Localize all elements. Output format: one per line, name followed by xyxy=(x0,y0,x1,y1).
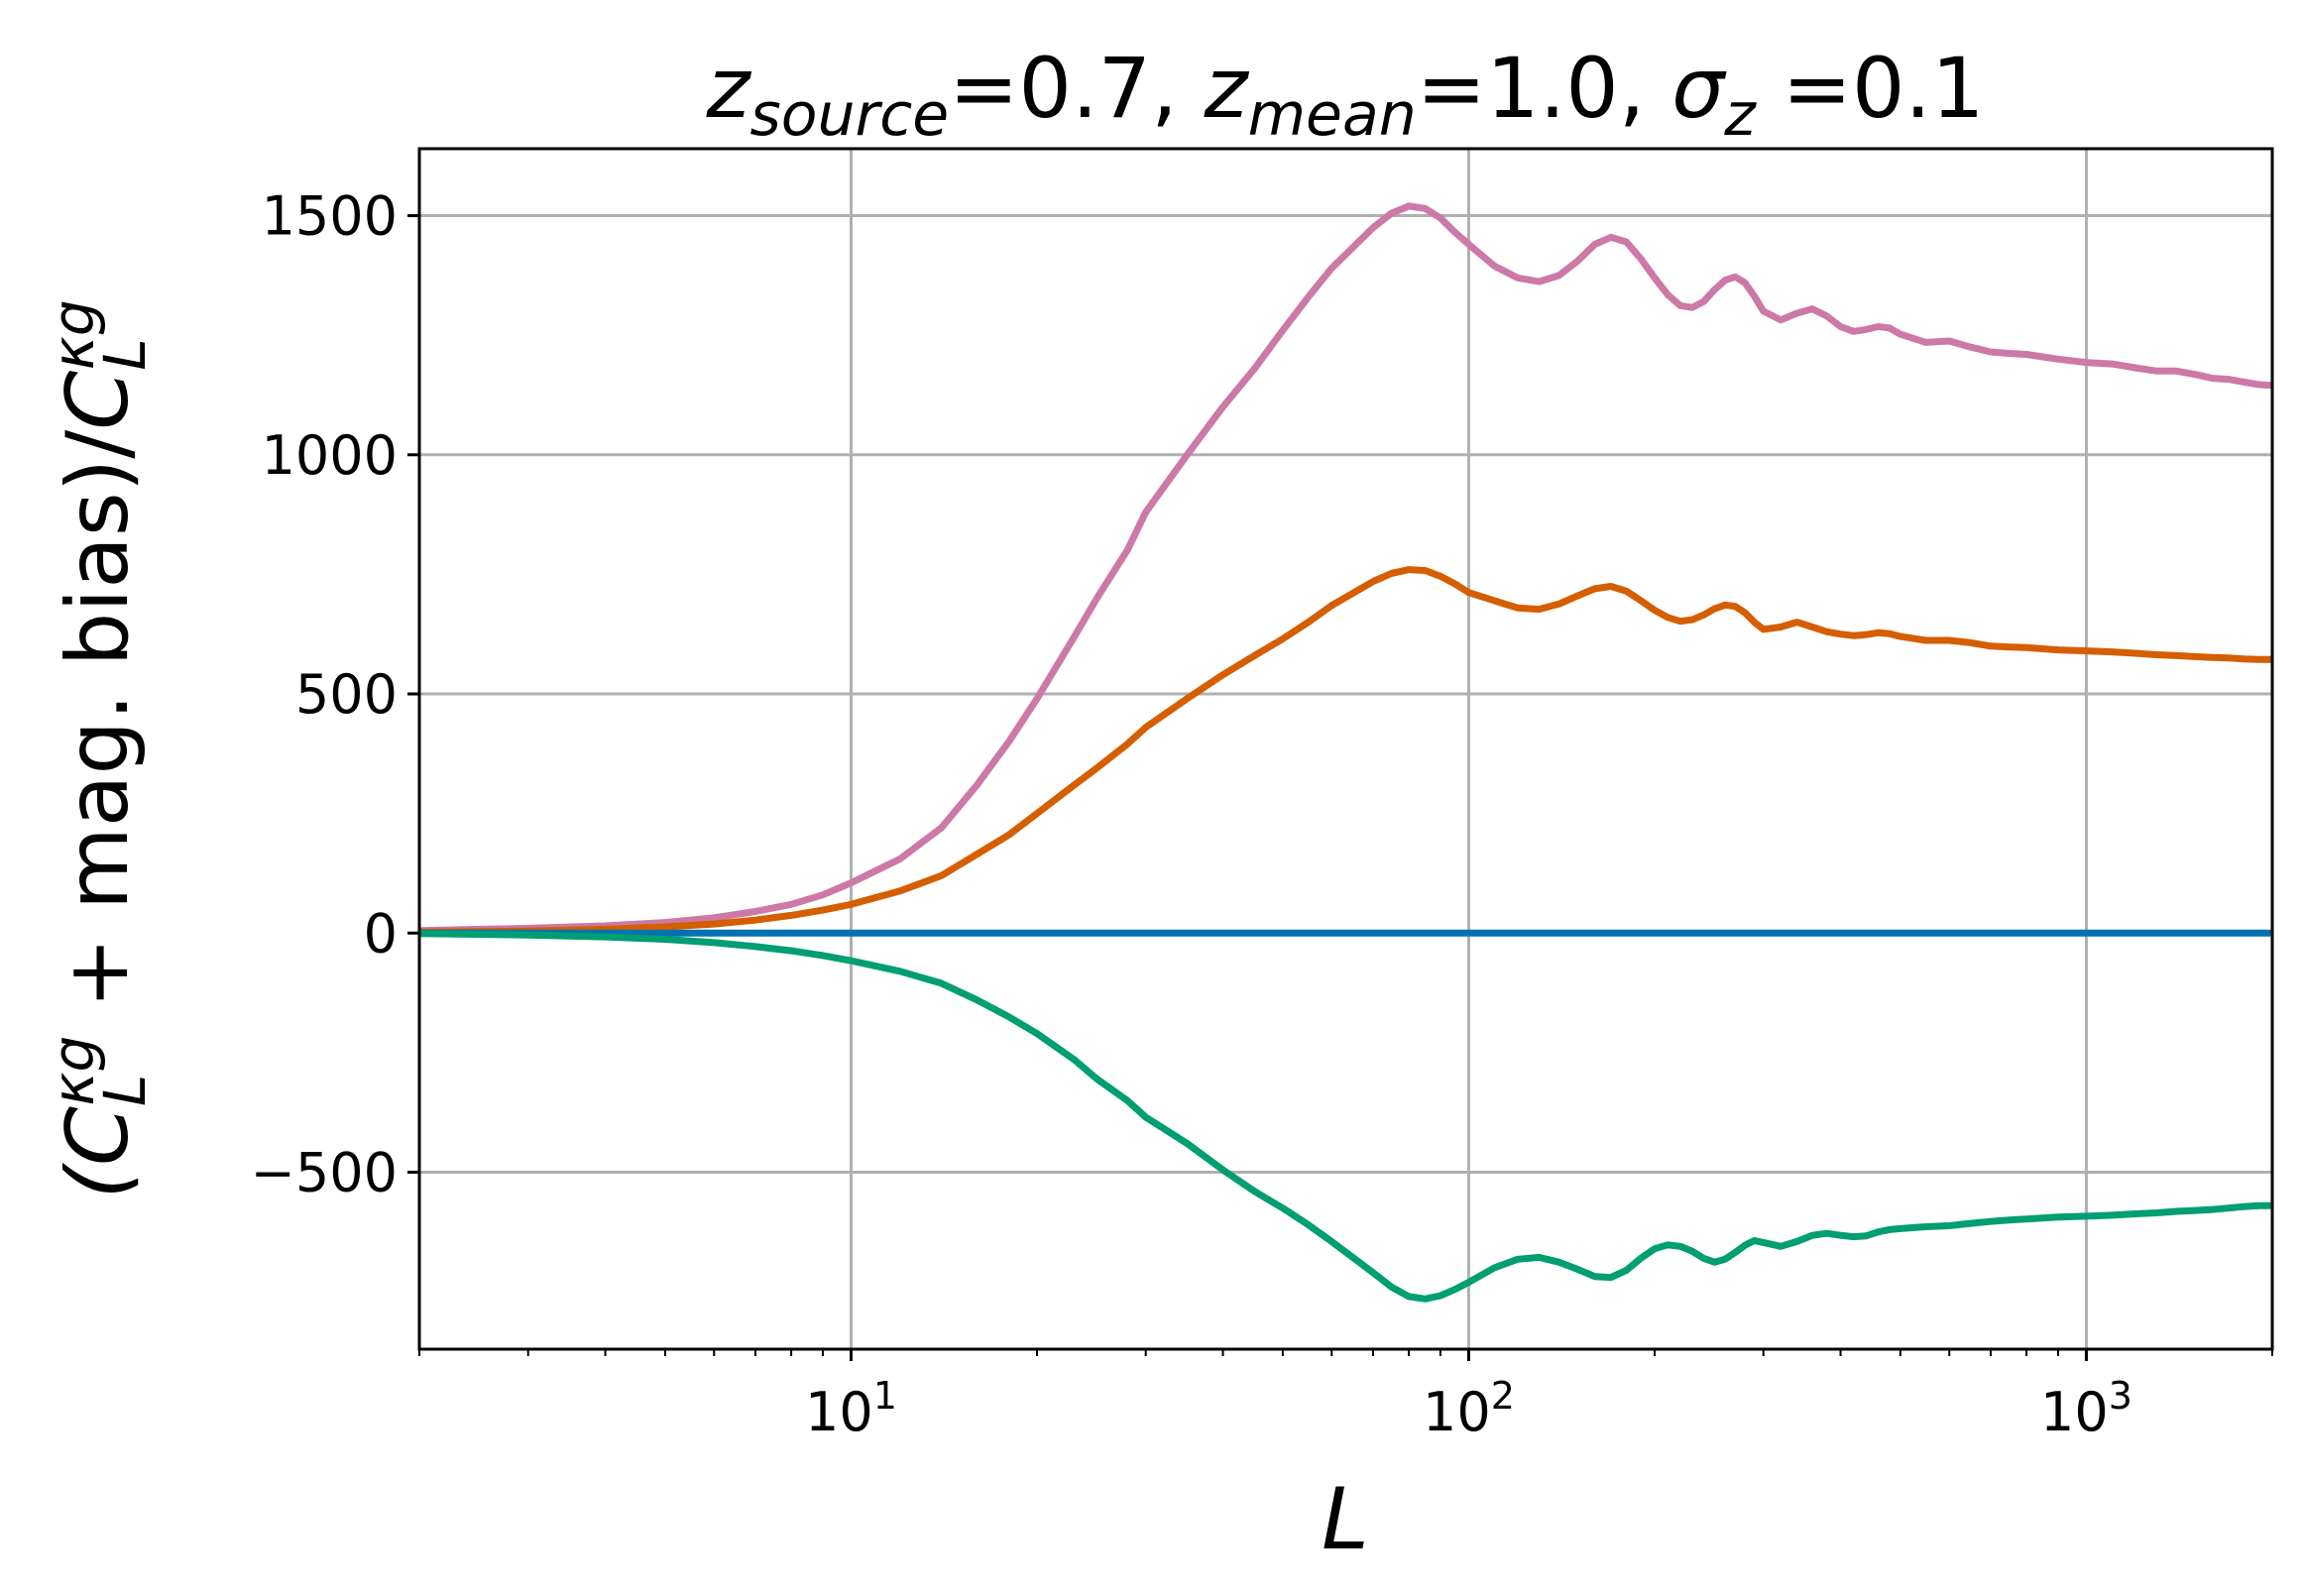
x-tick-label: 101 xyxy=(805,1374,897,1443)
y-tick-label: 1500 xyxy=(262,185,398,248)
plot-frame xyxy=(417,147,2274,1351)
y-tick-label: 500 xyxy=(295,663,398,726)
x-tick-label: 103 xyxy=(2040,1374,2132,1443)
series-lines xyxy=(418,202,2273,1303)
series-orange-line xyxy=(418,566,2272,936)
y-axis-ticks: −500 0 500 1000 1500 xyxy=(251,185,419,1203)
y-tick-label: −500 xyxy=(251,1141,398,1203)
series-green-line xyxy=(418,930,2272,1303)
y-axis-label: (CLκg + mag. bias)/CLκg xyxy=(40,299,159,1198)
x-tick-label: 102 xyxy=(1423,1374,1515,1443)
chart-title: zsource=0.7, zmean=1.0, σz =0.1 xyxy=(705,40,1984,150)
x-axis-label: L xyxy=(1322,1470,1369,1569)
x-axis-ticks: 101 102 103 xyxy=(418,1349,2273,1443)
y-tick-label: 1000 xyxy=(262,424,398,487)
series-pink-line xyxy=(418,202,2273,935)
y-tick-label: 0 xyxy=(364,902,398,965)
